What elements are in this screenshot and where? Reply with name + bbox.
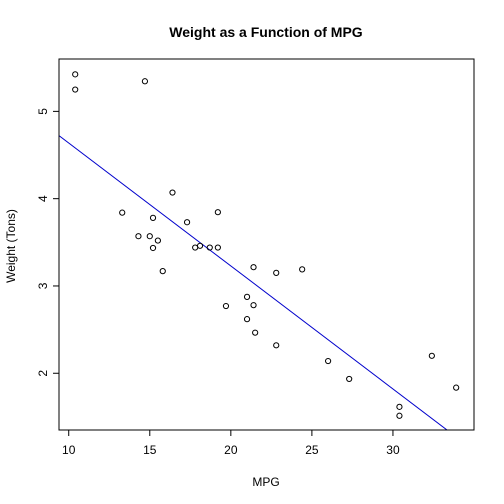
chart-title: Weight as a Function of MPG (169, 24, 363, 40)
y-tick-label: 5 (36, 108, 50, 115)
data-point (183, 219, 191, 226)
data-point (192, 244, 199, 251)
data-point (325, 357, 332, 365)
data-point (206, 244, 213, 251)
data-point (250, 302, 257, 309)
y-tick-label: 3 (36, 282, 50, 289)
data-point (169, 189, 176, 196)
data-point (396, 412, 403, 419)
data-point (72, 86, 79, 93)
data-point (146, 233, 153, 240)
data-point (273, 269, 280, 276)
x-axis-label: MPG (252, 475, 279, 489)
data-point (141, 78, 149, 85)
data-point (149, 214, 157, 221)
data-point (428, 352, 435, 359)
data-point (453, 384, 460, 391)
data-point (214, 209, 221, 216)
regression-line (59, 135, 448, 430)
data-point (159, 268, 166, 275)
data-point (222, 302, 230, 310)
x-tick-label: 10 (62, 443, 76, 457)
y-tick-label: 4 (36, 195, 50, 202)
plot-frame (58, 58, 475, 431)
data-point (299, 266, 306, 273)
data-point (149, 244, 157, 252)
data-point (250, 264, 257, 271)
data-point (396, 403, 403, 410)
data-point (243, 293, 251, 300)
data-point (135, 233, 142, 240)
x-tick-label: 20 (224, 443, 238, 457)
data-point (273, 342, 280, 349)
data-point (214, 244, 221, 251)
y-tick-label: 2 (36, 370, 50, 377)
x-tick-label: 15 (143, 443, 157, 457)
data-point (154, 237, 161, 244)
data-point (252, 329, 259, 336)
data-point (72, 71, 79, 78)
data-point (243, 316, 251, 323)
data-point (346, 375, 353, 383)
y-axis-label: Weight (Tons) (4, 209, 18, 283)
x-tick-label: 30 (386, 443, 400, 457)
data-point (119, 209, 126, 216)
x-tick-label: 25 (305, 443, 319, 457)
